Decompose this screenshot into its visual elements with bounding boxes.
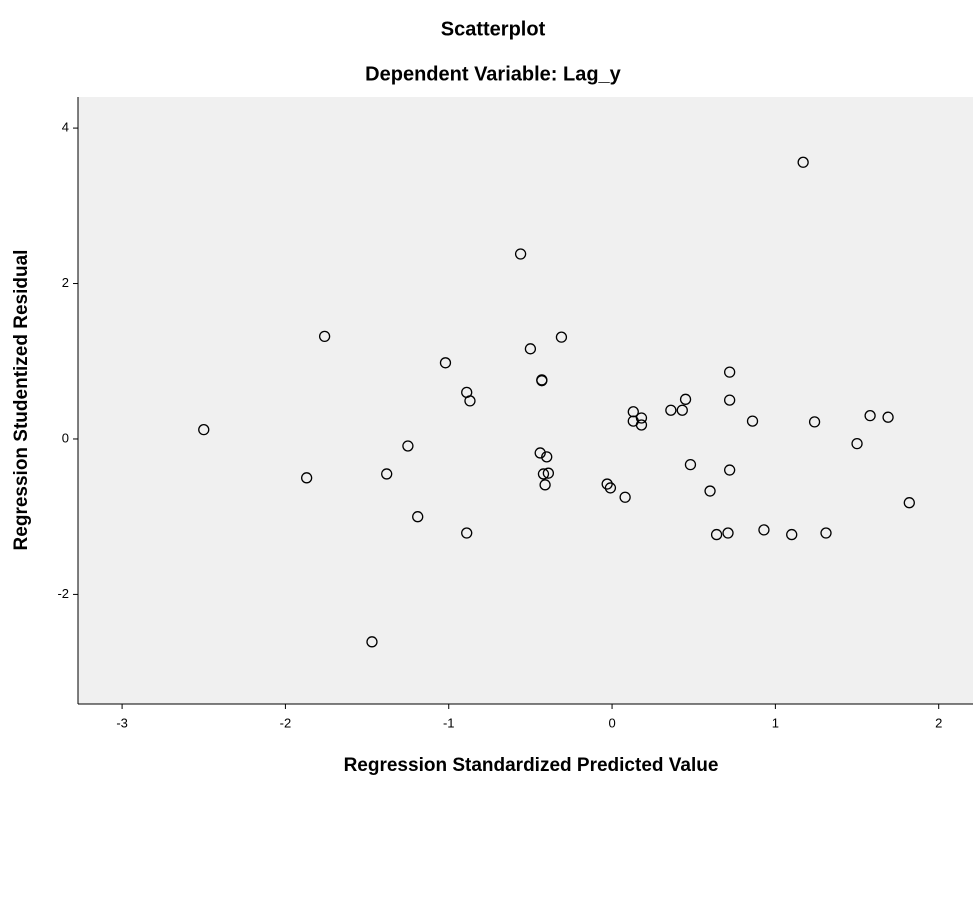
point xyxy=(536,375,548,387)
point xyxy=(808,416,821,428)
point xyxy=(704,485,716,497)
x-tick-label: -2 xyxy=(280,715,292,730)
point xyxy=(198,423,210,436)
y-tick-label: 0 xyxy=(62,430,69,445)
point xyxy=(724,464,736,476)
point xyxy=(541,451,553,463)
plot-area xyxy=(78,97,973,704)
point xyxy=(903,497,915,509)
point xyxy=(786,528,798,541)
point xyxy=(464,395,476,407)
point xyxy=(635,419,648,431)
point xyxy=(722,527,734,539)
point xyxy=(758,524,770,536)
point xyxy=(402,440,414,452)
point xyxy=(676,404,688,416)
y-tick-label: 2 xyxy=(62,275,69,290)
point xyxy=(461,527,473,539)
y-tick-label: -2 xyxy=(57,586,69,601)
point xyxy=(724,366,736,378)
chart-title: Scatterplot xyxy=(441,18,546,40)
point xyxy=(381,468,393,480)
point xyxy=(820,527,832,539)
x-axis-title: Regression Standardized Predicted Value xyxy=(344,755,719,776)
point xyxy=(619,491,631,503)
point xyxy=(555,331,568,343)
point xyxy=(300,472,313,484)
point xyxy=(797,156,809,168)
point xyxy=(514,248,527,260)
point xyxy=(366,636,378,648)
point xyxy=(601,478,613,490)
point xyxy=(679,393,692,405)
point xyxy=(539,479,551,491)
point xyxy=(318,330,331,343)
point xyxy=(746,415,759,427)
point xyxy=(534,447,546,459)
y-axis-title: Regression Studentized Residual xyxy=(11,250,32,551)
point xyxy=(524,343,537,355)
point xyxy=(604,482,617,494)
point xyxy=(882,411,894,423)
point xyxy=(627,406,639,418)
x-tick-label: 0 xyxy=(608,715,615,730)
x-tick-label: 2 xyxy=(935,715,942,730)
x-tick-label: -1 xyxy=(443,715,455,730)
point xyxy=(684,458,697,471)
point xyxy=(412,511,424,523)
point xyxy=(851,437,863,450)
point xyxy=(864,410,876,422)
x-tick-label: 1 xyxy=(772,715,779,730)
x-tick-label: -3 xyxy=(116,715,128,730)
point xyxy=(724,394,736,406)
point xyxy=(439,357,452,369)
point xyxy=(537,468,550,480)
chart-subtitle: Dependent Variable: Lag_y xyxy=(365,63,622,85)
point xyxy=(665,404,677,416)
point xyxy=(710,528,723,541)
point xyxy=(542,467,555,479)
y-tick-label: 4 xyxy=(62,120,69,135)
